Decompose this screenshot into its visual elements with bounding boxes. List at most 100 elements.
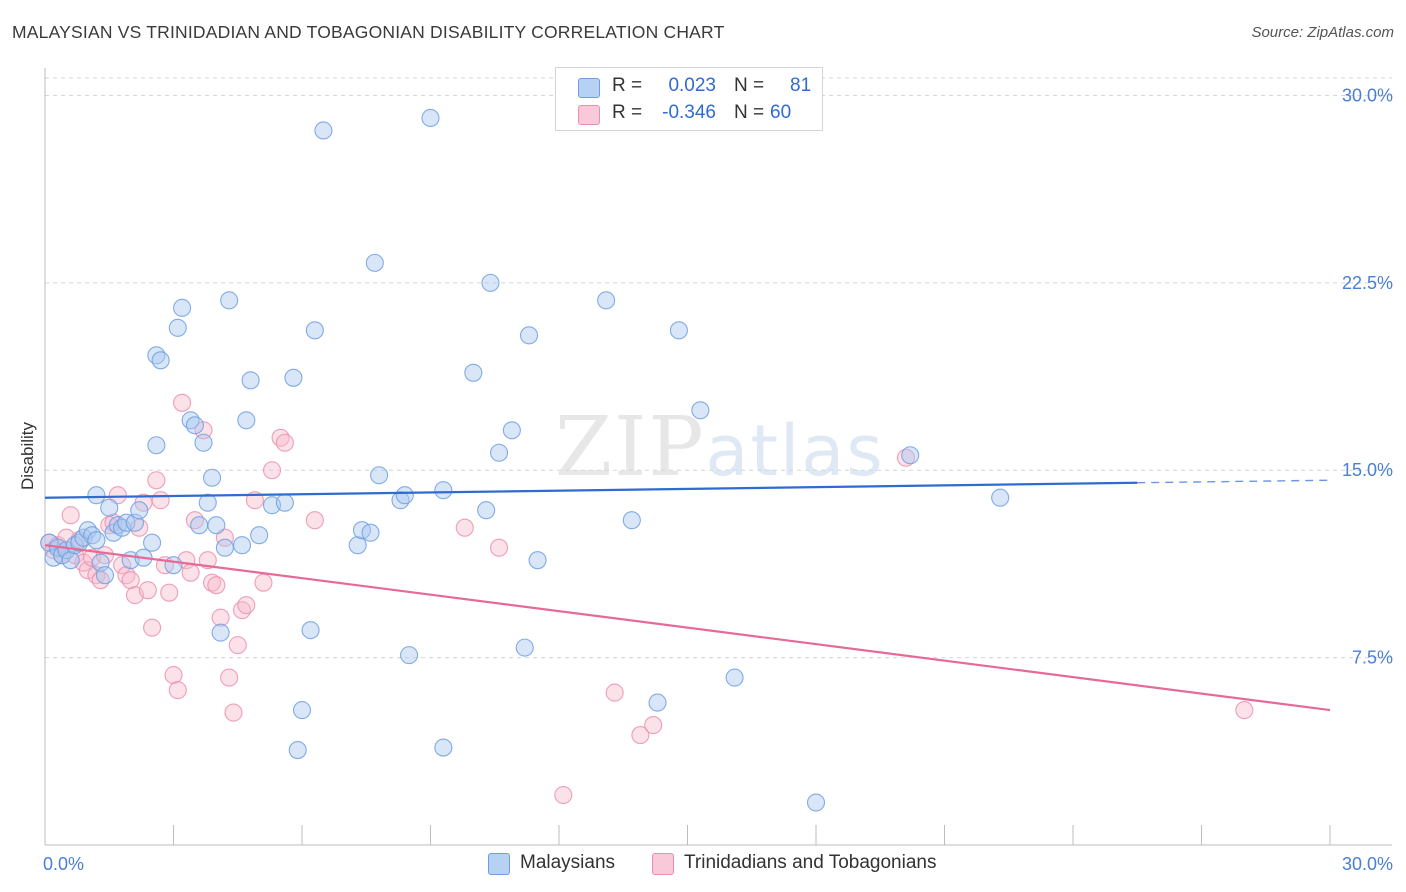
bottom-legend-swatch-blue	[488, 853, 510, 875]
x-tick-label-max: 30.0%	[1342, 854, 1393, 874]
trinidadian-point	[164, 666, 183, 685]
trinidadian-point	[262, 461, 282, 480]
malaysian-point	[669, 321, 688, 340]
malaysian-point	[147, 436, 166, 455]
malaysian-point	[515, 638, 534, 657]
y-tick-label: 15.0%	[1342, 460, 1393, 480]
series-malaysian-points	[40, 108, 1010, 812]
trinidadian-point	[644, 716, 663, 735]
y-tick-label: 7.5%	[1352, 648, 1393, 668]
malaysian-point	[151, 351, 170, 370]
malaysian-point	[434, 738, 453, 757]
trinidadian-point	[554, 785, 573, 805]
malaysian-point	[361, 523, 380, 542]
malaysian-point	[198, 493, 217, 512]
malaysian-trend-line	[44, 481, 1138, 499]
trinidadian-point	[254, 573, 273, 592]
malaysian-point	[725, 668, 744, 687]
x-tick-label-min: 0.0%	[43, 854, 84, 874]
trinidadian-point	[181, 563, 200, 582]
trinidadian-point	[61, 506, 80, 525]
trinidadian-point	[605, 683, 624, 702]
malaysian-point	[348, 536, 367, 555]
malaysian-point	[207, 516, 226, 535]
trinidadian-point	[173, 393, 192, 412]
malaysian-point	[194, 433, 213, 452]
malaysian-point	[502, 421, 521, 440]
malaysian-point	[215, 538, 234, 557]
malaysian-point	[100, 498, 119, 517]
malaysian-point	[173, 298, 192, 317]
malaysian-point	[434, 481, 453, 500]
malaysian-point	[648, 693, 667, 712]
malaysian-point	[365, 253, 384, 272]
legend-row-trinidadians: R = -0.346 N = 60	[556, 102, 822, 126]
malaysian-point	[250, 526, 269, 545]
malaysian-point	[370, 466, 389, 485]
malaysian-point	[901, 446, 920, 465]
malaysian-point	[87, 486, 106, 505]
trinidadian-point	[143, 618, 162, 637]
malaysian-point	[691, 401, 710, 420]
malaysian-point	[190, 516, 209, 535]
trinidadian-point	[237, 596, 256, 615]
malaysian-point	[528, 551, 547, 570]
trinidadian-point	[160, 583, 179, 602]
malaysian-point	[489, 443, 509, 462]
malaysian-point	[806, 793, 826, 812]
malaysian-point	[597, 291, 616, 310]
chart-source: Source: ZipAtlas.com	[1251, 24, 1394, 41]
malaysian-point	[301, 621, 320, 640]
malaysian-point	[275, 493, 294, 512]
trinidadian-point	[1235, 701, 1254, 720]
malaysian-point	[61, 551, 80, 570]
malaysian-point	[185, 416, 204, 435]
malaysian-point	[241, 371, 260, 390]
legend-n-value: 81	[790, 75, 812, 96]
y-tick-label: 22.5%	[1342, 273, 1393, 293]
trinidadian-point	[138, 581, 157, 600]
malaysian-point	[400, 646, 419, 665]
chart-title: MALAYSIAN VS TRINIDADIAN AND TOBAGONIAN …	[12, 22, 725, 42]
malaysian-point	[519, 326, 539, 345]
label-layer: 7.5% 15.0% 22.5% 30.0% 0.0% 30.0% Disability	[18, 85, 1393, 874]
malaysian-point	[168, 318, 187, 337]
trinidadian-point	[228, 636, 247, 655]
trinidadian-point	[455, 518, 474, 537]
malaysian-point	[220, 291, 239, 310]
legend-r-label: R =	[612, 102, 643, 123]
malaysian-point	[95, 566, 115, 585]
trinidadian-point	[215, 528, 234, 547]
trinidadian-point	[151, 491, 170, 510]
trend-layer	[44, 479, 1331, 712]
legend-n-label: N =	[734, 102, 765, 123]
legend-r-value: 0.023	[668, 75, 716, 96]
malaysian-point	[288, 741, 307, 760]
malaysian-point	[87, 531, 106, 550]
stats-legend: R = 0.023 N = 81 R = -0.346 N = 60	[555, 67, 823, 131]
trinidadian-point	[207, 576, 226, 595]
malaysian-point	[464, 363, 483, 382]
trinidadian-point	[224, 703, 243, 722]
malaysian-point	[232, 536, 252, 555]
malaysian-point	[211, 623, 230, 642]
malaysian-point	[622, 511, 641, 530]
trinidadian-point	[489, 538, 509, 557]
trinidadian-point	[108, 486, 127, 505]
legend-n-label: N =	[734, 75, 765, 96]
trinidadian-point	[211, 608, 230, 627]
y-tick-label: 30.0%	[1342, 85, 1393, 105]
legend-n-value: 60	[770, 102, 792, 123]
malaysian-point	[314, 121, 333, 140]
malaysian-point	[481, 273, 500, 292]
trinidadian-point	[220, 668, 239, 687]
malaysian-point	[477, 501, 496, 520]
legend-row-malaysians: R = 0.023 N = 81	[556, 75, 822, 99]
series-trinidadian-points	[40, 393, 1254, 805]
trinidadian-point	[113, 556, 132, 575]
watermark: ZIPatlas	[555, 400, 885, 495]
malaysian-point	[292, 701, 312, 720]
trinidadian-point	[631, 726, 650, 745]
malaysian-point	[991, 488, 1010, 507]
